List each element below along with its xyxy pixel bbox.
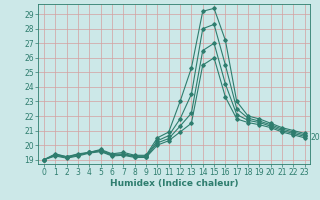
- Text: 20.5: 20.5: [310, 133, 320, 142]
- X-axis label: Humidex (Indice chaleur): Humidex (Indice chaleur): [110, 179, 239, 188]
